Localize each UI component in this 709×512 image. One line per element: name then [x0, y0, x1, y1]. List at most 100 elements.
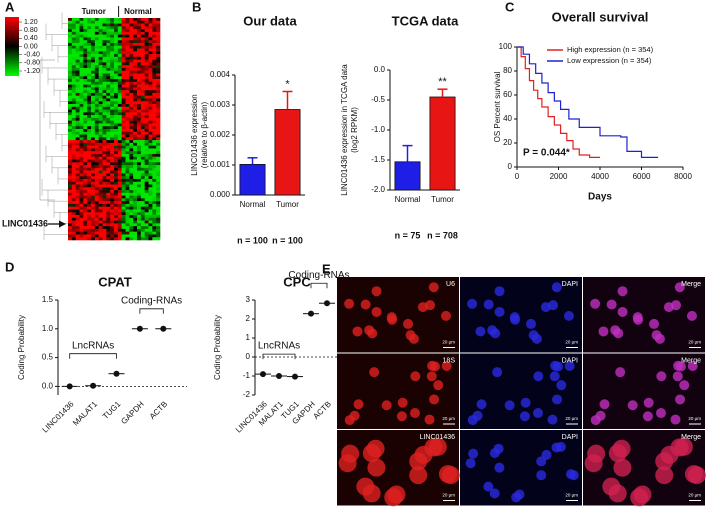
heatmap-cell [117, 148, 122, 152]
image-label: DAPI [562, 357, 578, 364]
heatmap-cell [117, 23, 122, 27]
heatmap-cell [129, 184, 134, 188]
heatmap-cell [133, 98, 138, 102]
heatmap-cell [133, 76, 138, 80]
heatmap-cell [75, 120, 80, 124]
heatmap-cell [68, 181, 73, 185]
heatmap-cell [117, 223, 122, 227]
heatmap-cell [98, 90, 103, 94]
heatmap-cell [71, 153, 76, 158]
heatmap-cell [87, 162, 92, 166]
heatmap-cell [75, 101, 80, 105]
heatmap-cell [125, 184, 130, 188]
heatmap-cell [71, 51, 76, 55]
heatmap-cell [137, 115, 142, 119]
heatmap-cell [102, 228, 107, 232]
heatmap-cell [133, 31, 138, 35]
heatmap-cell [117, 198, 122, 202]
heatmap-cell [148, 45, 153, 49]
heatmap-cell [152, 181, 157, 185]
heatmap-cell [148, 162, 153, 166]
heatmap-cell [148, 106, 153, 110]
heatmap-cell [71, 220, 76, 224]
heatmap-cell [91, 54, 96, 58]
heatmap-cell [79, 234, 84, 238]
heatmap-cell [110, 84, 115, 88]
heatmap-cell [152, 195, 157, 199]
heatmap-cell [87, 195, 92, 199]
heatmap-cell [121, 134, 126, 138]
heatmap-cell [148, 176, 153, 180]
heatmap-cell [114, 65, 119, 69]
heatmap-cell [79, 178, 84, 183]
heatmap-cell [71, 81, 76, 85]
heatmap-cell [94, 162, 99, 166]
heatmap-cell [94, 201, 99, 205]
x-tick-label: 4000 [591, 172, 609, 181]
heatmap-cell [148, 31, 153, 35]
cell [476, 399, 487, 410]
heatmap-cell [75, 209, 80, 213]
heatmap-cell [79, 142, 84, 146]
y-tick-label: 0 [246, 352, 251, 361]
heatmap-cell [140, 45, 145, 49]
heatmap-cell [98, 195, 103, 199]
highlight-label: LINC01436 [2, 218, 48, 228]
heatmap-cell [140, 117, 145, 121]
heatmap-cell [114, 226, 119, 230]
heatmap-cell [106, 48, 111, 52]
heatmap-cell [156, 217, 161, 221]
heatmap-cell [71, 170, 76, 174]
heatmap-cell [114, 62, 119, 66]
heatmap-cell [102, 98, 107, 102]
heatmap-cell [94, 237, 99, 241]
heatmap-cell [87, 212, 92, 216]
heatmap-cell [133, 209, 138, 213]
heatmap-cell [87, 165, 92, 169]
heatmap-cell [152, 117, 157, 121]
heatmap-cell [68, 115, 73, 119]
heatmap-cell [87, 73, 92, 77]
heatmap-cell [75, 237, 80, 241]
panel-label: B [192, 0, 201, 14]
heatmap-cell [140, 20, 145, 24]
heatmap-cell [79, 162, 84, 166]
heatmap-cell [94, 34, 99, 38]
heatmap-cell [102, 137, 107, 141]
heatmap-cell [121, 226, 126, 230]
heatmap-cell [156, 167, 161, 171]
heatmap-cell [156, 206, 161, 210]
heatmap-cell [106, 84, 111, 88]
heatmap-cell [152, 42, 157, 47]
heatmap-cell [156, 48, 161, 52]
heatmap-cell [121, 156, 126, 160]
heatmap-cell [137, 87, 142, 91]
heatmap-cell [94, 84, 99, 88]
heatmap-cell [133, 90, 138, 94]
heatmap-cell [117, 212, 122, 216]
heatmap-cell [71, 45, 76, 49]
heatmap-cell [121, 176, 126, 180]
heatmap-cell [106, 117, 111, 121]
heatmap-cell [91, 117, 96, 121]
heatmap-cell [121, 120, 126, 124]
cell [490, 328, 501, 339]
heatmap-cell [110, 170, 115, 174]
heatmap-cell [110, 26, 115, 30]
cell [433, 380, 444, 391]
heatmap-cell [129, 145, 134, 149]
heatmap-cell [156, 104, 161, 108]
heatmap-cell [156, 228, 161, 232]
heatmap-cell [110, 153, 115, 158]
heatmap-cell [106, 195, 111, 199]
heatmap-cell [144, 109, 149, 113]
heatmap-cell [129, 134, 134, 138]
colorbar-tick-label: 1.20 [24, 19, 38, 26]
heatmap-cell [102, 51, 107, 55]
heatmap-cell [71, 20, 76, 24]
image-label: U6 [446, 281, 455, 288]
heatmap-cell [106, 148, 111, 152]
heatmap-cell [106, 98, 111, 102]
cell [608, 484, 627, 503]
heatmap-cell [121, 187, 126, 191]
